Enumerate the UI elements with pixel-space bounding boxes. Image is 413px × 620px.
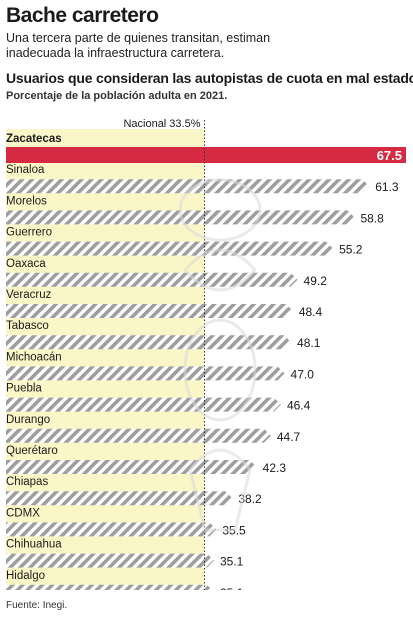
category-label: Morelos [6, 195, 47, 207]
bar-value-label: 49.2 [304, 274, 328, 288]
category-label: CDMX [6, 507, 40, 519]
bar-value-label: 46.4 [287, 399, 311, 413]
category-label: Durango [6, 414, 50, 426]
bar-value-label: 67.5 [377, 148, 402, 163]
category-label: Tabasco [6, 320, 49, 332]
category-label: Zacatecas [6, 133, 62, 145]
bar-value-label: 35.5 [222, 523, 246, 537]
category-label: Guerrero [6, 227, 52, 239]
bar-value-label: 47.0 [291, 367, 315, 381]
source-note: Fuente: Inegi. [6, 600, 68, 611]
bar [6, 491, 233, 506]
bar-value-label: 48.4 [299, 305, 323, 319]
bar-value-label: 55.2 [339, 243, 363, 257]
category-label: Hidalgo [6, 570, 45, 582]
page-subtitle: Una tercera parte de quienes transitan, … [6, 31, 271, 60]
bar-highlight [6, 147, 406, 163]
bar [6, 241, 334, 256]
bar-value-label: 35.1 [220, 586, 244, 590]
bar [6, 335, 292, 350]
bar [6, 304, 293, 318]
bar [6, 179, 370, 194]
bar-value-label: 38.2 [238, 492, 262, 506]
bar-value-label: 61.3 [375, 180, 399, 194]
category-label: Oaxaca [6, 258, 46, 270]
reference-line-label: Nacional 33.5% [123, 118, 200, 130]
category-label: Chihuahua [6, 539, 62, 551]
page-title: Bache carretero [6, 4, 159, 27]
bar [6, 522, 217, 537]
bar [6, 460, 257, 474]
category-label: Querétaro [6, 445, 58, 457]
bar [6, 272, 298, 287]
national-band [6, 129, 205, 590]
category-label: Sinaloa [6, 164, 45, 176]
bar [6, 397, 281, 412]
category-label: Veracruz [6, 289, 52, 301]
category-label: Chiapas [6, 476, 48, 488]
bar [6, 210, 355, 225]
bar [6, 428, 271, 443]
bar-value-label: 48.1 [297, 336, 321, 350]
bar-value-label: 35.1 [220, 555, 244, 569]
bar-value-label: 44.7 [277, 430, 301, 444]
bar [6, 366, 285, 381]
chart-subtitle: Porcentaje de la población adulta en 202… [6, 90, 228, 102]
bar-value-label: 42.3 [263, 461, 287, 475]
bar-chart: Nacional 33.5% 67.5 Zacatecas 61.3 Sinaloa 58… [6, 118, 406, 590]
bar [6, 584, 213, 590]
category-label: Puebla [6, 383, 42, 395]
chart-title: Usuarios que consideran las autopistas d… [6, 70, 413, 86]
bar [6, 553, 214, 568]
category-label: Michoacán [6, 351, 62, 363]
bar-value-label: 58.8 [360, 211, 384, 225]
